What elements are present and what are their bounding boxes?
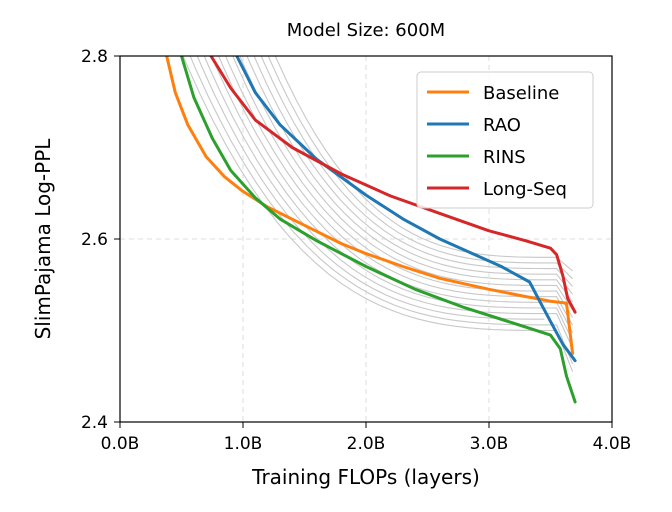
legend-label: RAO (483, 115, 521, 136)
series-lines (165, 56, 577, 404)
legend-box (416, 71, 594, 209)
y-tick-label: 2.8 (81, 47, 108, 67)
background-run-line (203, 56, 574, 349)
y-tick-label: 2.4 (81, 413, 108, 433)
series-line-long-seq (209, 56, 577, 314)
x-tick-label: 4.0B (593, 434, 632, 454)
x-axis: 0.0B 1.0B 2.0B 3.0B 4.0B (101, 422, 632, 454)
background-run-line (260, 56, 574, 287)
background-run-line (189, 56, 574, 365)
x-tick-label: 3.0B (470, 434, 509, 454)
series-line-rao (235, 56, 577, 363)
x-tick-label: 1.0B (224, 434, 263, 454)
background-run-line (267, 56, 573, 280)
legend: Baseline RAO RINS Long-Seq (416, 71, 594, 209)
background-run-line (210, 56, 574, 341)
series-line-baseline (165, 56, 575, 355)
background-run-line (274, 56, 573, 272)
x-tick-label: 0.0B (101, 434, 140, 454)
y-axis-label: SlimPajama Log-PPL (31, 138, 55, 340)
background-run-line (232, 56, 574, 318)
x-tick-label: 2.0B (347, 434, 386, 454)
x-axis-label: Training FLOPs (layers) (251, 465, 480, 489)
background-run-line (196, 56, 545, 320)
y-tick-label: 2.6 (81, 230, 108, 250)
background-run-line (225, 56, 574, 326)
grid (120, 56, 612, 422)
chart-title: Model Size: 600M (287, 20, 445, 41)
background-run-line (239, 56, 574, 311)
series-line-rins (180, 56, 577, 404)
legend-label: RINS (483, 147, 526, 168)
legend-label: Baseline (483, 83, 559, 104)
y-axis: 2.4 2.6 2.8 (81, 47, 120, 433)
background-run-line (182, 56, 574, 372)
legend-label: Long-Seq (483, 179, 567, 200)
